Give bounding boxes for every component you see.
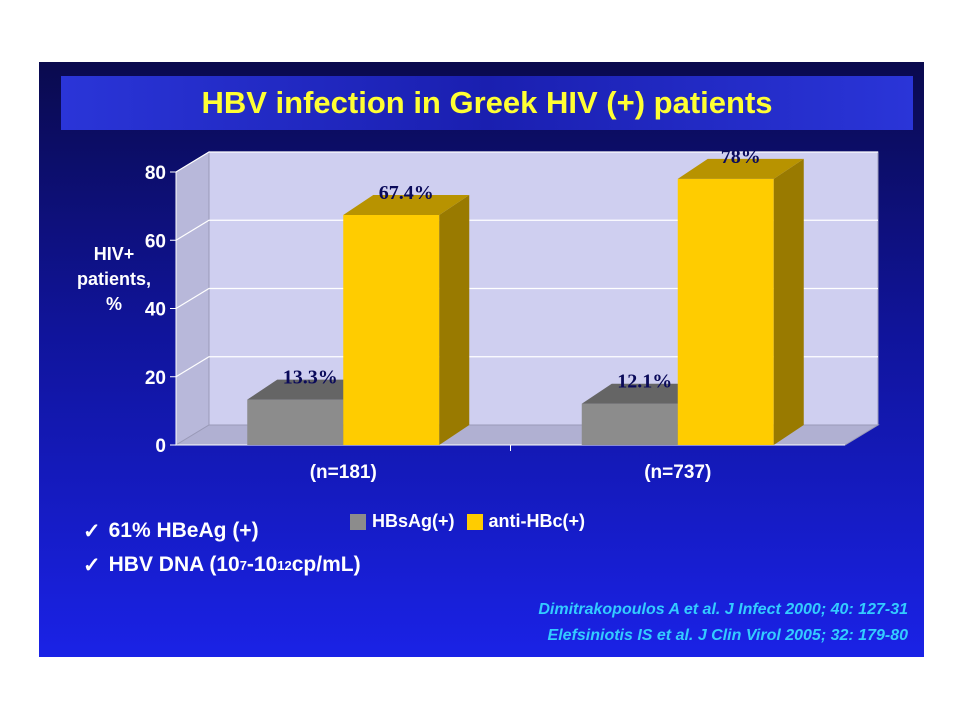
gridline	[175, 219, 878, 241]
y-axis-label-line: %	[105, 294, 122, 314]
gridline	[175, 287, 878, 310]
bullet-text-post: cp/mL)	[291, 553, 361, 576]
legend-swatch-hbsag	[350, 513, 366, 530]
reference-line: Dimitrakopoulos A et al. J Infect 2000; …	[538, 601, 908, 618]
data-label: 78%	[721, 146, 761, 168]
bar-hbsag	[581, 403, 678, 445]
bar-top	[343, 194, 470, 215]
bullet-list: ✓ 61% HBeAg (+) ✓ HBV DNA (10 7 -10 12 cp/m…	[83, 514, 361, 582]
reference-line: Elefsiniotis IS et al. J Clin Virol 2005…	[547, 627, 908, 644]
gridline	[175, 356, 878, 378]
bar-top	[677, 158, 804, 179]
bar-chart: 0 20 40 60 80 (n=181) 13.3% 67.4% (n=737) 12.1% 78…	[145, 146, 880, 483]
bullet-text-mid: -10	[246, 553, 278, 576]
data-label: 67.4%	[379, 182, 434, 204]
title-bar: HBV infection in Greek HIV (+) patients	[61, 76, 913, 130]
bullet-text-pre: HBV DNA (10	[108, 553, 240, 576]
y-axis-label-line: HIV+	[93, 244, 135, 264]
bar-side	[773, 158, 804, 445]
legend-label-antihbc: anti-HBc(+)	[488, 511, 586, 531]
bar-top	[247, 379, 374, 400]
x-category-label: (n=181)	[310, 462, 377, 483]
checkmark-icon: ✓	[83, 519, 101, 543]
slide-title: HBV infection in Greek HIV (+) patients	[201, 85, 773, 120]
y-tick-label: 60	[145, 231, 166, 252]
x-category-label: (n=737)	[644, 462, 711, 483]
chart-legend: HBsAg(+) anti-HBc(+)	[350, 511, 597, 532]
y-tick-label: 20	[145, 368, 166, 389]
exponent: 12	[277, 557, 292, 573]
y-tick-label: 80	[145, 163, 166, 184]
data-label: 12.1%	[617, 371, 672, 393]
bullet-item: ✓ 61% HBeAg (+)	[83, 514, 361, 548]
y-axis-label-line: patients,	[76, 269, 151, 289]
bar-hbsag	[247, 399, 344, 445]
y-tick-label: 40	[145, 300, 166, 321]
bullet-text: 61% HBeAg (+)	[108, 519, 259, 542]
checkmark-icon: ✓	[83, 553, 101, 577]
gridline	[175, 151, 878, 173]
legend-item-hbsag: HBsAg(+)	[350, 511, 455, 532]
data-label: 13.3%	[283, 367, 338, 389]
y-tick-label: 0	[155, 436, 166, 457]
bar-top	[581, 383, 708, 404]
exponent: 7	[239, 557, 247, 573]
legend-label-hbsag: HBsAg(+)	[372, 511, 455, 531]
legend-swatch-antihbc	[466, 513, 483, 530]
y-axis-label: HIV+ patients, %	[59, 242, 169, 317]
bar-antihbc	[677, 178, 774, 445]
references: Dimitrakopoulos A et al. J Infect 2000; …	[538, 597, 908, 649]
bar-antihbc	[343, 214, 440, 445]
legend-item-antihbc: anti-HBc(+)	[466, 511, 586, 532]
bar-side	[439, 194, 470, 445]
bullet-item: ✓ HBV DNA (10 7 -10 12 cp/mL)	[83, 548, 361, 582]
slide-background: HBV infection in Greek HIV (+) patients …	[39, 62, 924, 657]
